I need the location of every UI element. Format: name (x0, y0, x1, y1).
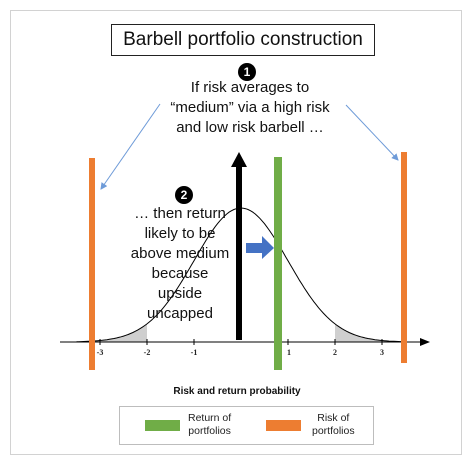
legend-label-line: portfolios (188, 425, 231, 437)
upside-arrow-icon (246, 236, 274, 259)
tick-label: 3 (380, 348, 384, 357)
legend-label-risk: Risk of portfolios (312, 412, 355, 438)
tick-label: -2 (144, 348, 151, 357)
right-tail-shade (335, 323, 406, 342)
legend: Return of portfolios Risk of portfolios (119, 406, 374, 445)
note-2-line: uncapped (147, 305, 213, 322)
legend-swatch-risk (266, 420, 301, 431)
legend-swatch-return (145, 420, 180, 431)
note-1-badge: 1 (238, 63, 256, 81)
legend-label-line: portfolios (312, 425, 355, 437)
note-1-line: and low risk barbell … (176, 119, 324, 136)
low-risk-bar (89, 158, 95, 370)
tick-label: -3 (97, 348, 104, 357)
x-axis-arrowhead (420, 338, 430, 346)
x-axis-title: Risk and return probability (173, 386, 301, 397)
return-bar (274, 157, 282, 370)
pointer-line-right (345, 104, 399, 161)
tick-label: -1 (191, 348, 198, 357)
note-1-line: If risk averages to (190, 79, 310, 96)
note-2-line: above medium (130, 245, 230, 262)
note-2-line: because (151, 265, 209, 282)
diagram-frame (10, 10, 462, 455)
note-2-line: … then return (134, 205, 226, 222)
tick-label: 2 (333, 348, 337, 357)
diagram-title: Barbell portfolio construction (111, 24, 375, 56)
high-risk-bar (401, 152, 407, 363)
pointer-line-left (100, 103, 161, 190)
legend-label-return: Return of portfolios (188, 412, 231, 438)
left-tail-shade (76, 323, 147, 342)
note-2-line: likely to be (144, 225, 216, 242)
tick-label: 1 (287, 348, 291, 357)
legend-label-line: Risk of (317, 412, 350, 424)
note-2-line: upside (157, 285, 203, 302)
median-arrow-head (231, 152, 247, 167)
legend-label-line: Return of (188, 412, 232, 424)
note-2: … then return likely to be above medium … (110, 204, 250, 324)
median-arrow-shaft (236, 166, 242, 340)
note-1: If risk averages to “medium” via a high … (155, 78, 345, 138)
x-axis-ticks: -3 -2 -1 1 2 3 (97, 339, 384, 357)
note-2-badge: 2 (175, 186, 193, 204)
note-1-line: “medium” via a high risk (170, 99, 330, 116)
